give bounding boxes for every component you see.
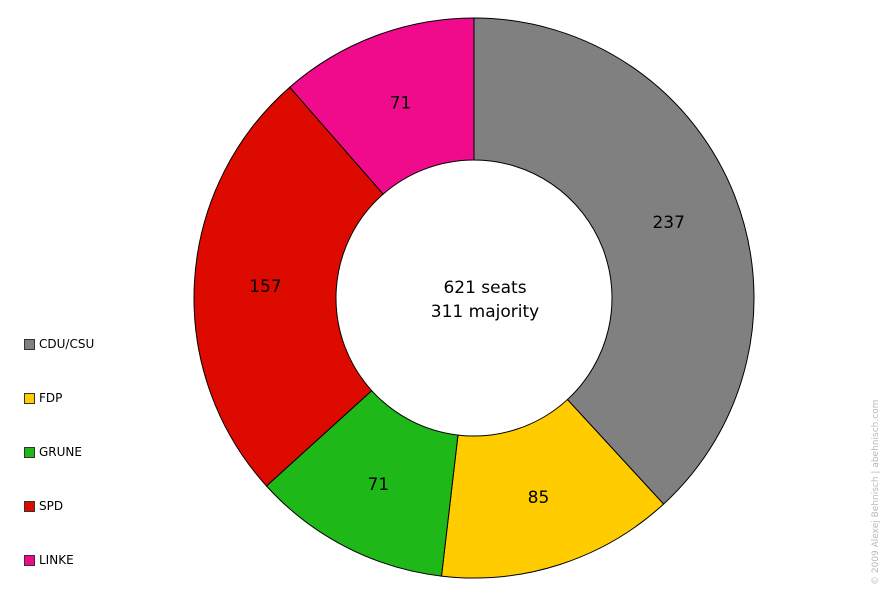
slice-fdp — [440, 398, 665, 579]
legend-item-linke: LINKE — [24, 552, 74, 568]
legend-item-cdu-csu: CDU/CSU — [24, 336, 94, 352]
legend-swatch — [24, 446, 35, 458]
legend-label: CDU/CSU — [39, 337, 95, 351]
slice-linke — [289, 17, 475, 195]
slice-cdu-csu — [473, 17, 755, 505]
slices-group — [193, 17, 755, 579]
slice-label-spd: 157 — [249, 277, 281, 297]
slice-label-fdp: 85 — [528, 488, 550, 508]
center-text-seats: 621 seats — [443, 278, 526, 298]
slice-labels-group: 237 85 71 157 71 — [249, 93, 685, 507]
legend-item-grune: GRUNE — [24, 444, 82, 460]
legend-label: LINKE — [39, 553, 74, 567]
slice-label-linke: 71 — [390, 93, 412, 113]
legend-swatch — [24, 338, 35, 350]
slice-spd — [193, 86, 384, 487]
legend-item-spd: SPD — [24, 498, 63, 514]
center-text-majority: 311 majority — [431, 302, 539, 322]
slice-label-cdu-csu: 237 — [652, 213, 684, 233]
slice-label-grune: 71 — [367, 475, 389, 495]
legend-item-fdp: FDP — [24, 390, 62, 406]
credit-text: © 2009 Alexej Behnisch | abehnisch.com — [871, 399, 881, 585]
legend-swatch — [24, 500, 35, 512]
legend-label: GRUNE — [39, 445, 82, 459]
legend-label: SPD — [39, 499, 64, 513]
legend-swatch — [24, 554, 35, 566]
legend: CDU/CSU FDP GRUNE SPD LINKE — [24, 336, 164, 576]
legend-label: FDP — [39, 391, 63, 405]
legend-swatch — [24, 392, 35, 404]
